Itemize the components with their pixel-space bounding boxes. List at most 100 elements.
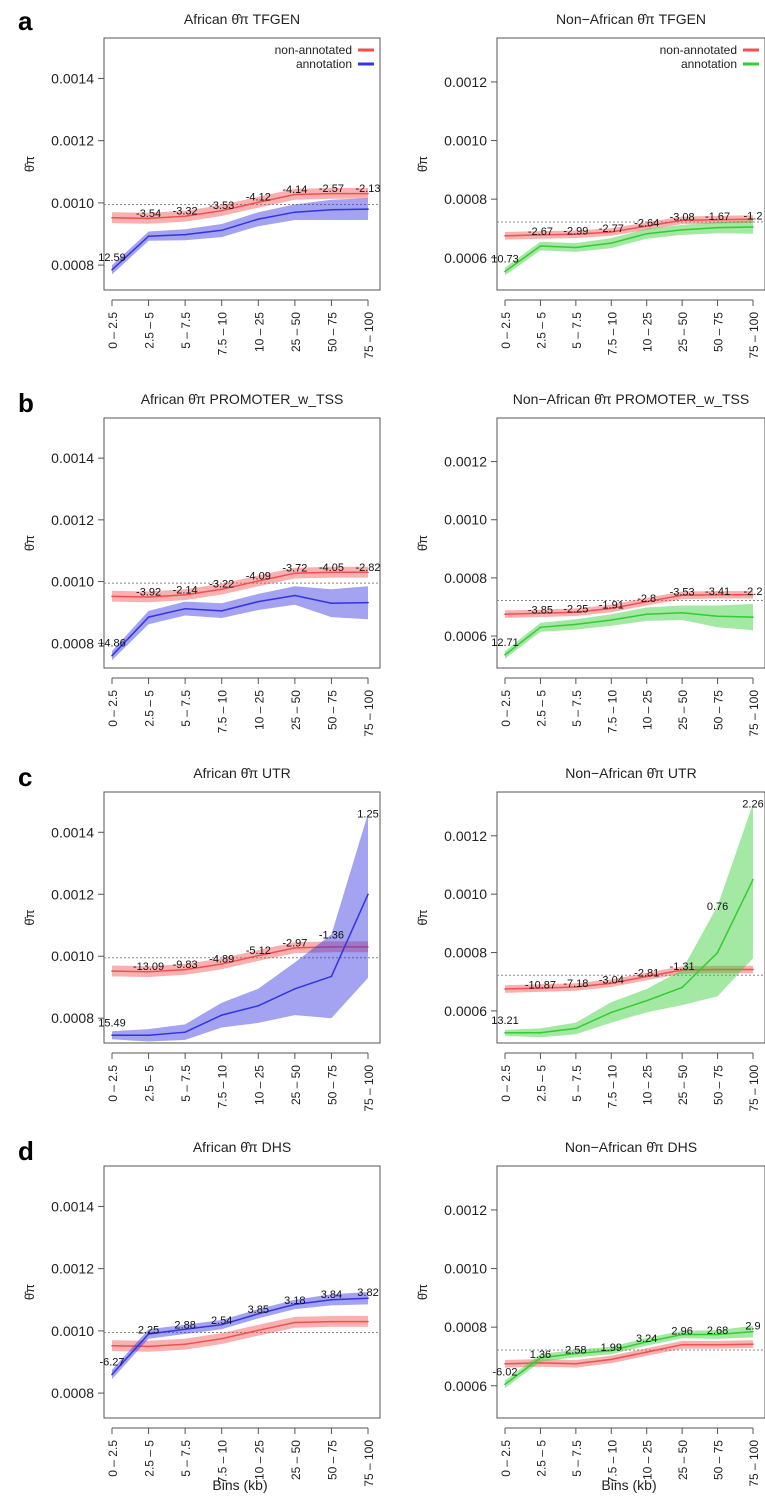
data-point bbox=[575, 623, 577, 626]
value-label: -4.09 bbox=[246, 570, 271, 582]
data-point bbox=[681, 594, 683, 597]
series-line bbox=[504, 1343, 754, 1365]
value-label: -2.99 bbox=[563, 226, 588, 238]
y-axis-label: θ̂π bbox=[22, 1284, 37, 1300]
x-tick-label: 5 – 7.5 bbox=[570, 1065, 584, 1102]
x-tick-label: 2.5 – 5 bbox=[534, 1440, 548, 1477]
legend-label: annotation bbox=[296, 57, 352, 71]
confidence-band bbox=[505, 803, 753, 1038]
y-tick-label: 0.0006 bbox=[444, 250, 487, 266]
data-point bbox=[147, 970, 150, 973]
y-tick-label: 0.0010 bbox=[51, 1323, 94, 1339]
x-tick-label: 0 – 2.5 bbox=[106, 1065, 120, 1102]
chart-title: African θ̂π UTR bbox=[193, 765, 291, 781]
value-label: -4.14 bbox=[282, 184, 307, 196]
data-point bbox=[504, 1031, 506, 1034]
x-tick-label: 0 – 2.5 bbox=[499, 690, 513, 727]
data-point bbox=[294, 947, 296, 949]
data-point bbox=[147, 1333, 150, 1335]
series-line bbox=[111, 1320, 368, 1348]
y-tick-label: 0.0010 bbox=[444, 1261, 487, 1277]
data-point bbox=[184, 594, 186, 596]
data-point bbox=[752, 226, 754, 228]
data-point bbox=[575, 611, 577, 613]
value-label: -6.27 bbox=[99, 1356, 124, 1368]
x-tick-label: 75 – 100 bbox=[362, 1065, 376, 1112]
data-point bbox=[294, 1303, 296, 1306]
x-tick-label: 5 – 7.5 bbox=[179, 312, 193, 349]
x-tick-label: 25 – 50 bbox=[289, 690, 303, 730]
y-tick-label: 0.0012 bbox=[444, 74, 487, 90]
chart-title: African θ̂π DHS bbox=[193, 1139, 291, 1155]
value-label: 15.49 bbox=[98, 1017, 126, 1029]
data-point bbox=[681, 611, 683, 614]
charts-layer: African θ̂π TFGEN 0.0008 0.0010 0.0012 0.001… bbox=[22, 11, 765, 1493]
data-point bbox=[147, 596, 150, 598]
x-tick-label: 5 – 7.5 bbox=[570, 1440, 584, 1477]
data-point bbox=[367, 571, 369, 574]
value-label: -2.8 bbox=[637, 593, 656, 605]
x-tick-label: 0 – 2.5 bbox=[106, 312, 120, 349]
series-non-annotated bbox=[111, 566, 369, 603]
x-tick-label: 50 – 75 bbox=[325, 1440, 339, 1480]
series-non-annotated bbox=[111, 941, 369, 977]
data-point bbox=[504, 988, 506, 990]
value-label: 1.99 bbox=[601, 1342, 622, 1354]
y-tick-label: 0.0006 bbox=[444, 1003, 487, 1019]
data-point bbox=[220, 963, 223, 965]
data-point bbox=[752, 1343, 754, 1345]
value-label: 2.54 bbox=[211, 1315, 232, 1327]
y-axis-label: θ̂π bbox=[22, 535, 37, 551]
chart-b-african: African θ̂π PROMOTER_w_TSS 0.0008 0.0010 0.… bbox=[22, 391, 381, 737]
data-point bbox=[645, 600, 648, 603]
data-point bbox=[220, 209, 223, 212]
y-tick-label: 0.0008 bbox=[51, 635, 94, 651]
data-point bbox=[681, 1343, 683, 1346]
data-point bbox=[610, 619, 613, 621]
data-point bbox=[330, 208, 333, 211]
value-label: 3.84 bbox=[321, 1289, 342, 1301]
value-label: -3.32 bbox=[173, 206, 198, 218]
data-point bbox=[716, 593, 719, 596]
data-point bbox=[184, 1328, 186, 1331]
legend-label: non-annotated bbox=[660, 43, 737, 57]
value-label: -3.92 bbox=[136, 586, 161, 598]
value-label: -1.2 bbox=[744, 210, 763, 222]
data-point bbox=[716, 1333, 719, 1336]
y-tick-label: 0.0012 bbox=[444, 454, 487, 470]
x-tick-label: 25 – 50 bbox=[289, 312, 303, 352]
value-label: -3.41 bbox=[705, 586, 730, 598]
x-tick-label: 5 – 7.5 bbox=[570, 690, 584, 727]
y-tick-label: 0.0006 bbox=[444, 1378, 487, 1394]
data-point bbox=[257, 580, 260, 582]
value-label: 2.9 bbox=[745, 1321, 760, 1333]
x-tick-label: 75 – 100 bbox=[362, 1440, 376, 1487]
y-tick-label: 0.0014 bbox=[51, 1198, 94, 1214]
data-point bbox=[330, 571, 333, 574]
y-tick-label: 0.0008 bbox=[444, 570, 487, 586]
value-label: -2.97 bbox=[282, 937, 307, 949]
value-label: -3.85 bbox=[528, 605, 553, 617]
data-point bbox=[367, 208, 369, 210]
value-label: 2.88 bbox=[174, 1320, 195, 1332]
value-label: 2.68 bbox=[707, 1325, 728, 1337]
chart-title: African θ̂π TFGEN bbox=[184, 11, 300, 27]
y-tick-label: 0.0012 bbox=[51, 886, 94, 902]
series-annotation bbox=[111, 586, 369, 661]
data-point bbox=[111, 1034, 113, 1037]
x-tick-label: 0 – 2.5 bbox=[106, 1440, 120, 1477]
value-label: -3.53 bbox=[209, 200, 234, 212]
x-tick-label: 10 – 25 bbox=[252, 1440, 266, 1480]
data-point bbox=[111, 654, 113, 657]
value-label: -2.82 bbox=[355, 562, 380, 574]
x-tick-label: 75 – 100 bbox=[362, 690, 376, 737]
value-label: 13.21 bbox=[491, 1015, 519, 1027]
data-point bbox=[610, 231, 613, 233]
value-label: 12.59 bbox=[98, 252, 126, 264]
y-tick-label: 0.0006 bbox=[444, 628, 487, 644]
data-point bbox=[610, 1011, 613, 1014]
series-annotation bbox=[111, 198, 369, 275]
data-point bbox=[294, 193, 296, 196]
value-label: -2.13 bbox=[355, 183, 380, 195]
series-line bbox=[112, 893, 369, 1037]
